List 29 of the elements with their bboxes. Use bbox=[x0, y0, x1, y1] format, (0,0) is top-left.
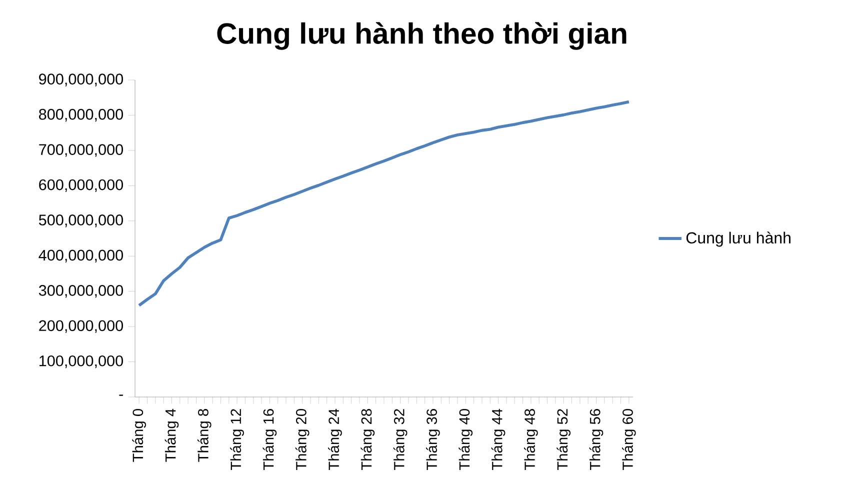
y-tick-label: 700,000,000 bbox=[39, 144, 124, 157]
x-tick-label: Tháng 28 bbox=[360, 409, 375, 470]
y-tick-label: 800,000,000 bbox=[39, 108, 124, 122]
x-tick-label: Tháng 12 bbox=[230, 409, 244, 470]
y-tick-label: 500,000,000 bbox=[38, 214, 124, 228]
x-tick-label: Tháng 52 bbox=[556, 409, 571, 470]
y-tick-label: 300,000,000 bbox=[38, 285, 124, 298]
x-tick-label: Tháng 48 bbox=[524, 409, 538, 470]
x-tick-label: Tháng 24 bbox=[328, 408, 342, 470]
y-tick-label: 200,000,000 bbox=[39, 320, 124, 333]
y-tick-label: 600,000,000 bbox=[39, 179, 124, 192]
x-tick-label: Tháng 56 bbox=[589, 409, 604, 470]
x-tick-label: Tháng 16 bbox=[262, 409, 277, 470]
y-tick-label: - bbox=[119, 394, 123, 396]
y-tick-label: 100,000,000 bbox=[40, 355, 124, 368]
x-tick-label: Tháng 60 bbox=[622, 408, 636, 470]
x-tick-label: Tháng 20 bbox=[295, 408, 310, 470]
y-tick-label: 900,000,000 bbox=[39, 74, 124, 86]
chart-title: Cung lưu hành theo thời gian bbox=[217, 22, 626, 50]
line-series bbox=[138, 100, 630, 307]
x-tick-label: Tháng 4 bbox=[164, 408, 179, 462]
x-tick-label: Tháng 40 bbox=[458, 408, 473, 470]
x-tick-label: Tháng 0 bbox=[132, 408, 146, 462]
x-tick-label: Tháng 8 bbox=[197, 409, 212, 462]
x-tick-label: Tháng 44 bbox=[491, 408, 506, 470]
y-tick-label: 400,000,000 bbox=[38, 250, 124, 262]
x-tick-label: Tháng 32 bbox=[393, 409, 408, 470]
x-tick-label: Tháng 36 bbox=[426, 409, 440, 470]
legend-label: Cung lưu hành bbox=[686, 232, 790, 247]
